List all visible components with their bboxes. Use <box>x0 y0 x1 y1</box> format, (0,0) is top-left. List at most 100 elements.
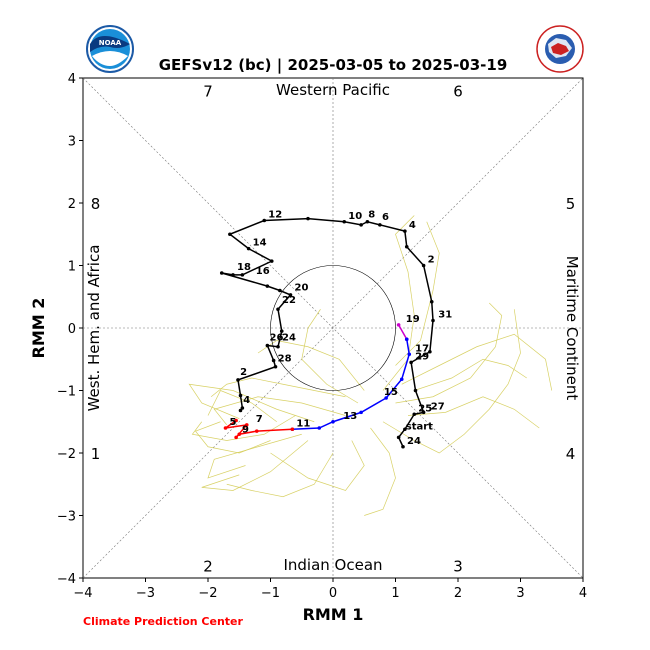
observed-point-34 <box>273 364 278 369</box>
ensemble-member-line-18 <box>191 415 296 441</box>
y-tick-label-4: −1 <box>57 385 76 400</box>
observed-point-19 <box>262 218 267 223</box>
transition-point-1 <box>396 323 401 327</box>
x-tick-label-3: −2 <box>198 586 217 601</box>
observed-point-8 <box>428 349 432 354</box>
forecast-week1-label-5: 11 <box>296 418 310 429</box>
observed-point-27 <box>278 288 282 293</box>
y-tick-label-9: 4 <box>68 72 76 87</box>
observed-label-8: 4 <box>409 220 416 231</box>
ensemble-member-line-12 <box>257 340 365 391</box>
observed-point-28 <box>288 293 293 297</box>
observed-point-17 <box>342 219 347 224</box>
x-tick-label-4: −1 <box>261 586 280 601</box>
ensemble-member-line-11 <box>407 396 540 429</box>
observed-point-23 <box>240 273 245 277</box>
y-tick-label-2: −3 <box>57 510 76 525</box>
forecast-week1-label-4: 13 <box>343 411 357 422</box>
phase-label-2: 2 <box>203 558 213 576</box>
x-tick-label-7: 2 <box>454 586 462 601</box>
phase-label-3: 3 <box>453 558 463 576</box>
forecast-week1-point-3 <box>399 377 404 382</box>
observed-point-35 <box>236 378 240 382</box>
unit-circle <box>270 265 396 391</box>
observed-point-14 <box>378 223 382 227</box>
observed-point-11 <box>421 263 426 268</box>
forecast-week2-label-1: 9 <box>242 425 249 436</box>
plot-area: 24start252729312468101214161820222426282… <box>82 77 584 579</box>
forecast-week2-label-2: 7 <box>256 414 263 425</box>
observed-point-25 <box>219 271 224 275</box>
ensemble-member-line-9 <box>395 221 440 366</box>
noaa-logo-text: NOAA <box>99 39 122 47</box>
observed-point-16 <box>359 223 363 227</box>
ensemble-member-line-17 <box>364 427 396 516</box>
observed-label-3: 25 <box>418 403 432 414</box>
x-tick-label-5: 0 <box>329 586 337 601</box>
observed-label-4: 27 <box>431 401 445 412</box>
phase-label-4: 4 <box>566 445 576 463</box>
observed-point-9 <box>431 318 435 323</box>
observed-label-7: 2 <box>428 255 435 266</box>
ensemble-member-line-19 <box>414 358 527 391</box>
observed-point-26 <box>265 284 270 288</box>
ensemble-member-line-14 <box>207 390 277 423</box>
observed-point-21 <box>246 246 251 251</box>
region-label-left: West. Hem. and Africa <box>85 245 103 412</box>
region-label-top: Western Pacific <box>276 81 390 99</box>
forecast-week2-label-3: 5 <box>230 417 237 428</box>
x-tick-label-6: 1 <box>391 586 399 601</box>
observed-label-9: 6 <box>382 212 389 223</box>
phase-labels: 7 68 51 42 3 <box>91 83 576 576</box>
forecast-week2-point-6 <box>223 426 228 430</box>
phase-label-8: 8 <box>91 195 101 213</box>
observed-point-33 <box>271 358 276 363</box>
observed-label-6: 31 <box>438 310 452 321</box>
forecast-week1-point-1 <box>404 337 409 342</box>
observed-point-38 <box>238 408 243 413</box>
phase-label-5: 5 <box>566 195 576 213</box>
forecast-week1-point-2 <box>407 352 412 357</box>
forecast-lines <box>219 216 435 449</box>
noaa-logo: NOAA <box>86 25 134 73</box>
observed-point-22 <box>269 259 274 263</box>
observed-point-13 <box>403 229 407 233</box>
forecast-week1-point-4 <box>384 396 388 400</box>
observed-label-18: 24 <box>282 333 296 344</box>
x-axis-label: RMM 1 <box>303 605 364 624</box>
ensemble-member-line-10 <box>382 215 415 391</box>
nws-logo <box>536 25 584 73</box>
observed-point-1 <box>401 444 405 449</box>
y-axis-label: RMM 2 <box>29 298 48 359</box>
observed-label-13: 14 <box>253 238 267 249</box>
observed-point-24 <box>231 273 235 277</box>
x-tick-label-2: −3 <box>136 586 155 601</box>
ensemble-member-line-8 <box>401 333 553 391</box>
forecast-week2-point-3 <box>237 432 242 437</box>
observed-point-29 <box>276 307 280 312</box>
observed-point-18 <box>306 216 310 221</box>
forecast-week2-point-5 <box>244 423 249 427</box>
observed-label-21: 2 <box>240 367 247 378</box>
forecast-week1-label-1: 19 <box>406 314 420 325</box>
observed-point-37 <box>240 406 245 410</box>
phase-dividers <box>82 77 584 579</box>
ensemble-member-line-6 <box>382 309 521 454</box>
observed-label-5: 29 <box>415 351 429 362</box>
observed-label-1: 24 <box>407 436 421 447</box>
observed-label-2: start <box>406 421 433 432</box>
forecast-week2-point-1 <box>290 427 295 432</box>
observed-point-3 <box>403 427 407 432</box>
observed-label-16: 20 <box>295 283 309 294</box>
phase-label-7: 7 <box>203 83 213 101</box>
observed-label-10: 8 <box>368 210 375 221</box>
forecast-week1-label-2: 17 <box>415 343 429 354</box>
ensemble-member-line-2 <box>213 396 346 426</box>
transition-line <box>397 324 408 340</box>
forecast-week2-point-7 <box>234 418 238 423</box>
ensemble-member-line-16 <box>226 452 334 498</box>
observed-point-2 <box>396 435 401 440</box>
forecast-week1-point-5 <box>359 410 363 415</box>
